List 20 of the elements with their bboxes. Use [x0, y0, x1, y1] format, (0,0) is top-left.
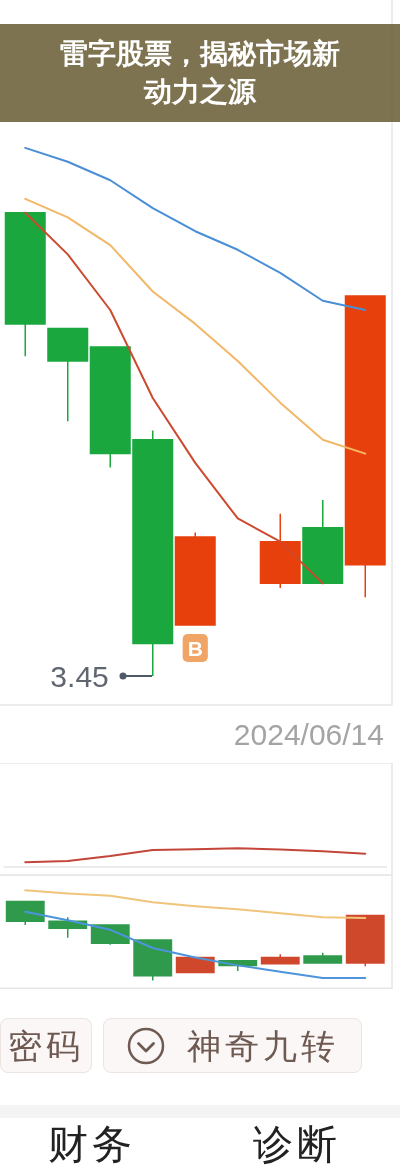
annotation: 3.45 — [50, 659, 109, 693]
tab-label: 诊断 — [253, 1122, 341, 1166]
candlestick — [133, 939, 173, 982]
candlestick — [260, 953, 300, 965]
candlestick — [302, 499, 344, 585]
candlestick — [303, 951, 343, 965]
candlestick — [47, 327, 89, 422]
annotation: B — [187, 637, 203, 661]
candlestick — [345, 914, 385, 967]
title-banner: 雷字股票，揭秘市场新动力之源 — [0, 24, 400, 122]
candlestick — [259, 513, 301, 589]
candlestick — [344, 295, 386, 598]
text: 2024/06/14 — [233, 717, 384, 751]
tab-label: 财务 — [48, 1122, 136, 1166]
button: 密码 — [0, 1018, 92, 1073]
button: 神奇九转 — [103, 1018, 362, 1073]
chart-title: 雷字股票，揭秘市场新动力之源 — [59, 36, 341, 110]
candlestick — [174, 531, 216, 626]
candlestick — [4, 211, 46, 358]
candlestick — [5, 900, 45, 926]
